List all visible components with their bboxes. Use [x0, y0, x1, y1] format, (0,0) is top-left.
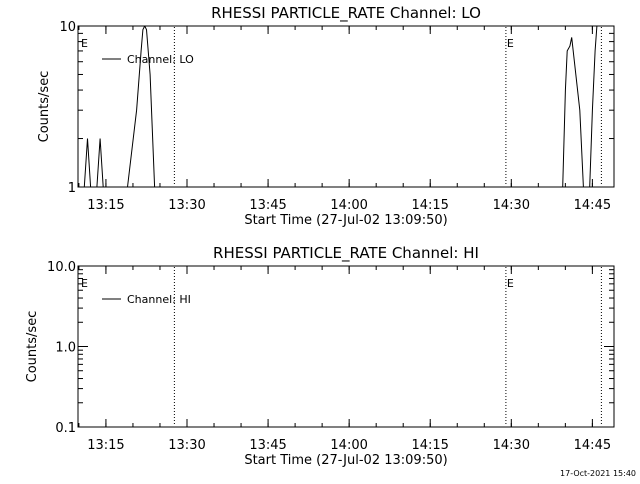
x-tick-label: 13:15 — [87, 438, 124, 453]
chart-title: RHESSI PARTICLE_RATE Channel: LO — [211, 4, 481, 23]
y-axis-label: Counts/sec — [25, 311, 40, 383]
event-marker-label: E — [81, 277, 88, 290]
chart-panel-1: RHESSI PARTICLE_RATE Channel: HI Start Ti… — [25, 244, 615, 468]
x-axis-label: Start Time (27-Jul-02 13:09:50) — [244, 453, 447, 468]
x-tick-label: 14:00 — [330, 438, 367, 453]
x-tick-label: 14:45 — [574, 198, 611, 213]
chart-title: RHESSI PARTICLE_RATE Channel: HI — [213, 244, 479, 263]
legend-label: Channel: LO — [127, 53, 194, 66]
x-tick-label: 13:15 — [87, 198, 124, 213]
x-tick-label: 14:45 — [574, 438, 611, 453]
x-tick-label: 13:45 — [249, 198, 286, 213]
x-tick-label: 13:45 — [249, 438, 286, 453]
event-marker-label: E — [507, 277, 514, 290]
x-tick-label: 14:30 — [493, 438, 530, 453]
y-tick-label: 0.1 — [55, 421, 76, 436]
x-tick-label: 14:15 — [411, 198, 448, 213]
y-tick-label: 1.0 — [55, 341, 76, 356]
y-tick-label: 10.0 — [47, 260, 76, 275]
x-tick-label: 13:30 — [168, 438, 205, 453]
x-tick-label: 14:15 — [411, 438, 448, 453]
event-marker-label: E — [81, 37, 88, 50]
legend-label: Channel: HI — [127, 293, 191, 306]
plot-frame — [77, 25, 615, 188]
x-tick-label: 14:30 — [493, 198, 530, 213]
series-line — [83, 26, 598, 187]
y-axis-label: Counts/sec — [37, 71, 52, 143]
plot-frame — [77, 265, 615, 428]
chart-panel-0: RHESSI PARTICLE_RATE Channel: LO Start Ti… — [37, 4, 615, 228]
y-tick-label: 10 — [59, 20, 76, 35]
event-marker-label: E — [507, 37, 514, 50]
x-tick-label: 14:00 — [330, 198, 367, 213]
x-axis-label: Start Time (27-Jul-02 13:09:50) — [244, 213, 447, 228]
x-tick-label: 13:30 — [168, 198, 205, 213]
y-tick-label: 1 — [68, 181, 76, 196]
